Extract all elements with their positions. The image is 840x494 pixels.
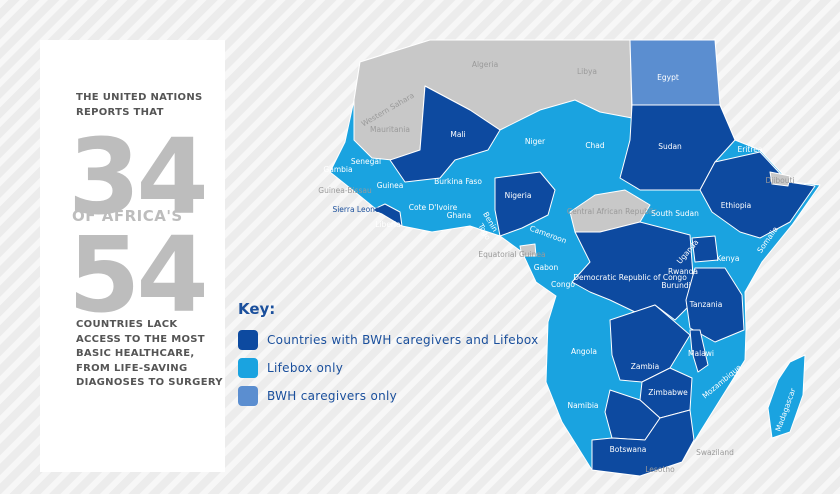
madagascar [767, 354, 806, 439]
big-number: 54 [68, 214, 209, 336]
key-label: Lifebox only [267, 361, 344, 375]
country-label: Angola [571, 347, 597, 356]
intro-text: THE UNITED NATIONS REPORTS THAT [76, 92, 203, 118]
ethiopia [699, 151, 816, 239]
tanzania [685, 267, 745, 343]
country-label: Guinea-Bissau [318, 186, 372, 195]
country-label: Botswana [610, 445, 647, 454]
country-label: South Sudan [651, 209, 699, 218]
country-label: Libya [577, 67, 597, 76]
country-label: Djibouti [765, 176, 794, 185]
country-label: Ghana [447, 211, 472, 220]
key-swatch [238, 386, 258, 406]
body-text: COUNTRIES LACK ACCESS TO THE MOST BASIC … [76, 319, 223, 388]
mali [389, 85, 501, 183]
key-label: BWH caregivers only [267, 389, 398, 403]
country-label: Gabon [534, 263, 559, 272]
country-label: Ethiopia [721, 201, 752, 210]
key-swatch [238, 358, 258, 378]
country-label: Sierra Leone [332, 205, 379, 214]
country-label: Lesotho [645, 465, 675, 474]
country-label: Namibia [567, 401, 598, 410]
country-label: Cote D'Ivoire [409, 203, 458, 212]
country-label: Gambia [323, 165, 352, 174]
key-swatch [238, 330, 258, 350]
eq-guinea [519, 243, 537, 257]
country-label: Mauritania [370, 125, 410, 134]
country-label: Kenya [717, 254, 740, 263]
country-label: Congo [551, 280, 575, 289]
country-label: Liberia [375, 220, 400, 229]
country-label: Guinea [377, 181, 404, 190]
country-label: Nigeria [505, 191, 532, 200]
country-label: Egypt [657, 73, 679, 82]
south-africa [591, 409, 695, 477]
big-number: 34 [68, 116, 209, 238]
middle-text: OF AFRICA'S [72, 207, 183, 225]
drc [571, 221, 696, 321]
country-label: Democratic Republic of Congo [573, 273, 687, 282]
liberia [371, 203, 403, 227]
country-label: Algeria [472, 60, 498, 69]
country-label: Burkina Faso [434, 177, 482, 186]
country-label: Sudan [658, 142, 682, 151]
country-label: Rwanda [668, 267, 698, 276]
country-label: Eritrea [738, 145, 763, 154]
key-items: Countries with BWH caregivers and Lifebo… [238, 326, 539, 410]
uganda [691, 235, 719, 263]
country-label: Swaziland [696, 448, 734, 457]
country-label: Mali [450, 130, 465, 139]
country-label: Equatorial Guinea [478, 250, 545, 259]
djibouti [769, 171, 791, 187]
country-label: Burundi [661, 281, 690, 290]
nigeria [494, 171, 556, 237]
country-label: Chad [585, 141, 605, 150]
country-label: Niger [525, 137, 546, 146]
key-item: BWH caregivers only [238, 382, 539, 410]
key-item: Countries with BWH caregivers and Lifebo… [238, 326, 539, 354]
country-label: Zimbabwe [648, 388, 688, 397]
sidebar: THE UNITED NATIONS REPORTS THAT 34 OF AF… [40, 40, 225, 472]
country-label: Tanzania [689, 300, 723, 309]
key: Key: Countries with BWH caregivers and L… [238, 300, 539, 410]
country-label: Central African Republic [567, 207, 657, 216]
country-label: Malawi [688, 349, 714, 358]
country-label: Zambia [631, 362, 659, 371]
countries [329, 39, 821, 477]
country-label: Senegal [351, 157, 381, 166]
key-item: Lifebox only [238, 354, 539, 382]
key-title: Key: [238, 300, 276, 318]
malawi [689, 329, 709, 373]
key-label: Countries with BWH caregivers and Lifebo… [267, 333, 539, 347]
